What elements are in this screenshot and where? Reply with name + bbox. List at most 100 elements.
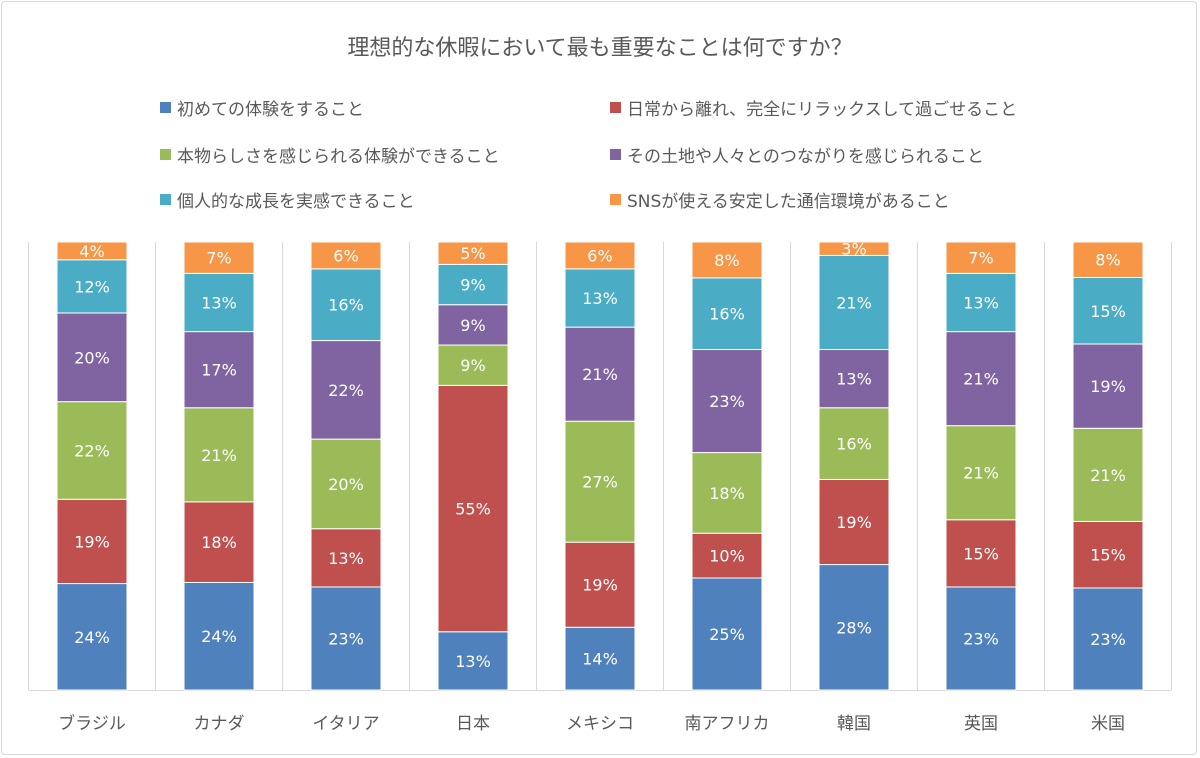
- bar-segment: [56, 401, 128, 500]
- bar-segment: [818, 478, 890, 566]
- data-label: 25%: [709, 625, 745, 644]
- legend-swatch: [610, 194, 621, 205]
- legend: 初めての体験をすること 日常から離れ、完全にリラックスして過ごせること本物らしさを…: [0, 0, 1200, 230]
- bar-segment: [818, 407, 890, 480]
- bar-segment: [691, 349, 763, 454]
- data-label: 15%: [1090, 302, 1126, 321]
- bar-segment: [1072, 241, 1144, 278]
- data-label: 19%: [836, 513, 872, 532]
- bar-segment: [1072, 520, 1144, 589]
- data-label: 16%: [709, 305, 745, 324]
- bar-segment: [691, 577, 763, 691]
- bar-segment: [56, 498, 128, 585]
- bar-segment: [56, 259, 128, 314]
- bar-segment: [818, 254, 890, 351]
- data-label: 21%: [582, 365, 618, 384]
- category-label: 日本: [456, 714, 490, 734]
- data-label: 3%: [841, 240, 866, 259]
- data-label: 13%: [328, 549, 364, 568]
- data-label: 27%: [582, 473, 618, 492]
- bar-segment: [945, 241, 1017, 274]
- bar-segment: [310, 340, 382, 440]
- data-label: 21%: [201, 446, 237, 465]
- bar-segment: [310, 268, 382, 342]
- data-label: 9%: [460, 356, 485, 375]
- legend-swatch: [160, 149, 171, 160]
- bar-segment: [564, 268, 636, 328]
- data-label: 13%: [201, 293, 237, 312]
- legend-swatch: [610, 149, 621, 160]
- bar-segment: [310, 438, 382, 530]
- data-label: 14%: [582, 650, 618, 669]
- data-label: 8%: [714, 251, 739, 270]
- data-label: 9%: [460, 276, 485, 295]
- data-label: 13%: [836, 370, 872, 389]
- data-label: 24%: [201, 627, 237, 646]
- bar-segment: [310, 528, 382, 588]
- data-label: 15%: [963, 544, 999, 563]
- bar-segment: [818, 564, 890, 691]
- legend-item: 日常から離れ、完全にリラックスして過ごせること: [610, 95, 1017, 120]
- bar-segment: [691, 532, 763, 579]
- bar-segment: [310, 586, 382, 691]
- bar-segment: [183, 331, 255, 409]
- category-label: 米国: [1091, 714, 1125, 734]
- category-label: メキシコ: [566, 714, 634, 734]
- bar-segment: [945, 272, 1017, 333]
- bar-segment: [56, 583, 128, 691]
- data-label: 19%: [582, 576, 618, 595]
- data-label: 6%: [333, 246, 358, 265]
- data-label: 6%: [587, 246, 612, 265]
- data-label: 23%: [963, 629, 999, 648]
- chart-title: 理想的な休暇において最も重要なことは何ですか？: [347, 36, 853, 61]
- data-label: 23%: [1090, 630, 1126, 649]
- data-label: 8%: [1095, 251, 1120, 270]
- bar-segment: [183, 407, 255, 503]
- legend-item: その土地や人々とのつながりを感じられること: [610, 142, 984, 167]
- data-label: 13%: [963, 293, 999, 312]
- legend-label: 日常から離れ、完全にリラックスして過ごせること: [627, 100, 1018, 120]
- category-label: 南アフリカ: [685, 714, 770, 734]
- bar-segment: [310, 241, 382, 270]
- data-label: 21%: [836, 293, 872, 312]
- data-label: 24%: [74, 628, 110, 647]
- bar-segment: [437, 304, 509, 346]
- bar-segment: [183, 501, 255, 583]
- data-label: 13%: [582, 289, 618, 308]
- bar-segment: [1072, 587, 1144, 691]
- bar-segment: [1072, 343, 1144, 429]
- bar-segment: [56, 312, 128, 403]
- bar-segment: [945, 425, 1017, 521]
- category-label: カナダ: [194, 714, 245, 734]
- category-label: 英国: [964, 714, 998, 734]
- data-label: 18%: [201, 533, 237, 552]
- data-label: 15%: [1090, 546, 1126, 565]
- legend-label: 初めての体験をすること: [177, 100, 364, 120]
- data-label: 23%: [709, 392, 745, 411]
- data-label: 28%: [836, 618, 872, 637]
- data-label: 21%: [963, 464, 999, 483]
- data-label: 20%: [328, 475, 364, 494]
- data-label: 19%: [74, 532, 110, 551]
- bar-segment: [564, 420, 636, 543]
- legend-swatch: [160, 194, 171, 205]
- data-label: 16%: [836, 435, 872, 454]
- legend-label: 本物らしさを感じられる体験ができること: [177, 147, 500, 167]
- bar-segment: [437, 263, 509, 306]
- bar-segment: [945, 586, 1017, 691]
- legend-label: 個人的な成長を実感できること: [177, 192, 415, 212]
- data-label: 16%: [328, 296, 364, 315]
- bar-segment: [564, 241, 636, 270]
- data-label: 23%: [328, 629, 364, 648]
- data-label: 7%: [206, 249, 231, 268]
- bar-segment: [437, 344, 509, 386]
- legend-swatch: [160, 102, 171, 113]
- data-label: 10%: [709, 547, 745, 566]
- category-label: 韓国: [837, 714, 871, 734]
- legend-item: 個人的な成長を実感できること: [160, 187, 415, 212]
- bar-segment: [818, 241, 890, 256]
- bar-segment: [691, 241, 763, 279]
- bar-segment: [945, 519, 1017, 588]
